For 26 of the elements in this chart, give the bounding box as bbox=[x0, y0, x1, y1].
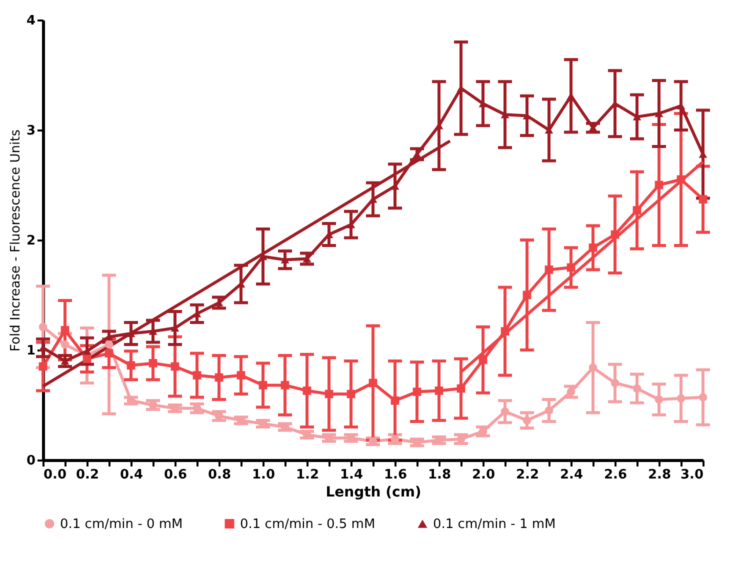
x-tick-label: 1.2 bbox=[296, 468, 320, 482]
x-tick-label: 2.2 bbox=[516, 468, 540, 482]
x-tick-label: 2.6 bbox=[604, 468, 628, 482]
x-axis-title: Length (cm) bbox=[326, 484, 422, 500]
legend-label: 0.1 cm/min - 0 mM bbox=[60, 516, 183, 532]
x-tick-label: 1.8 bbox=[428, 468, 452, 482]
y-tick-label: 3 bbox=[26, 124, 36, 138]
x-tick-label: 2.8 bbox=[648, 468, 672, 482]
y-tick-label: 0 bbox=[26, 454, 36, 468]
x-tick-label: 1.4 bbox=[340, 468, 364, 482]
x-tick-label: 0.8 bbox=[208, 468, 232, 482]
x-tick-label: 2.0 bbox=[472, 468, 496, 482]
x-tick-label: 0.2 bbox=[76, 468, 100, 482]
y-tick-label: 1 bbox=[26, 344, 36, 358]
x-tick-label: 0.6 bbox=[164, 468, 188, 482]
x-tick-label: 1.0 bbox=[252, 468, 276, 482]
y-axis-title: Fold Increase - Fluorescence Units bbox=[8, 129, 24, 352]
legend-label: 0.1 cm/min - 1 mM bbox=[433, 516, 556, 532]
x-tick-label: 0.0 bbox=[44, 468, 67, 482]
legend-label: 0.1 cm/min - 0.5 mM bbox=[240, 516, 376, 532]
y-tick-label: 2 bbox=[26, 234, 36, 248]
x-tick-label: 3.0 bbox=[680, 468, 704, 482]
x-tick-label: 1.6 bbox=[384, 468, 408, 482]
x-tick-label: 2.4 bbox=[560, 468, 584, 482]
x-tick-label: 0.4 bbox=[120, 468, 144, 482]
y-tick-label: 4 bbox=[26, 14, 36, 28]
